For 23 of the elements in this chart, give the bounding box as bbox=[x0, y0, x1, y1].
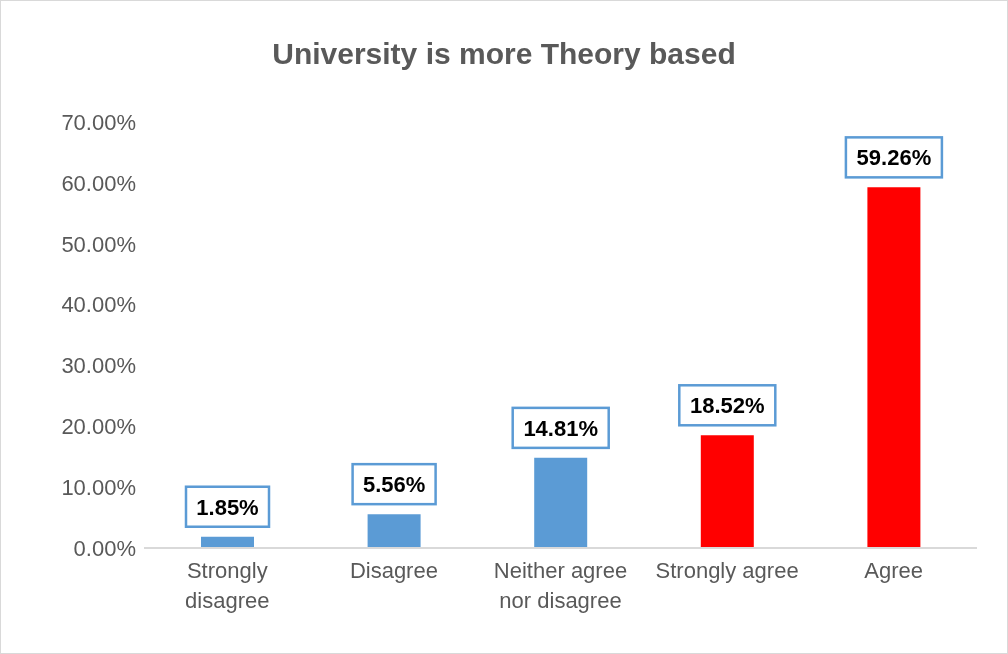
data-label: 59.26% bbox=[856, 145, 932, 171]
data-label: 18.52% bbox=[689, 393, 765, 419]
data-label: 14.81% bbox=[523, 415, 599, 441]
chart-title: University is more Theory based bbox=[271, 37, 737, 71]
x-tick-label: Disagree bbox=[349, 558, 438, 583]
y-tick-label: 70.00% bbox=[61, 109, 136, 135]
y-tick-label: 60.00% bbox=[61, 170, 136, 196]
x-tick-label: Agree bbox=[864, 558, 924, 583]
bar bbox=[867, 187, 921, 548]
y-tick-label: 30.00% bbox=[61, 353, 136, 379]
y-tick-label: 50.00% bbox=[61, 231, 136, 257]
bar bbox=[534, 457, 588, 548]
data-label: 5.56% bbox=[362, 472, 426, 498]
y-tick-label: 10.00% bbox=[61, 474, 136, 500]
y-tick-label: 0.00% bbox=[73, 535, 136, 561]
x-tick-label: Strongly agree bbox=[655, 558, 799, 583]
y-tick-label: 40.00% bbox=[61, 292, 136, 318]
bar bbox=[367, 514, 421, 548]
y-tick-label: 20.00% bbox=[61, 414, 136, 440]
x-tick-label: Neither agree nor disagree bbox=[493, 558, 628, 613]
data-label: 1.85% bbox=[196, 494, 259, 520]
bar bbox=[700, 435, 754, 548]
x-tick-label: Strongly disagree bbox=[185, 558, 270, 613]
